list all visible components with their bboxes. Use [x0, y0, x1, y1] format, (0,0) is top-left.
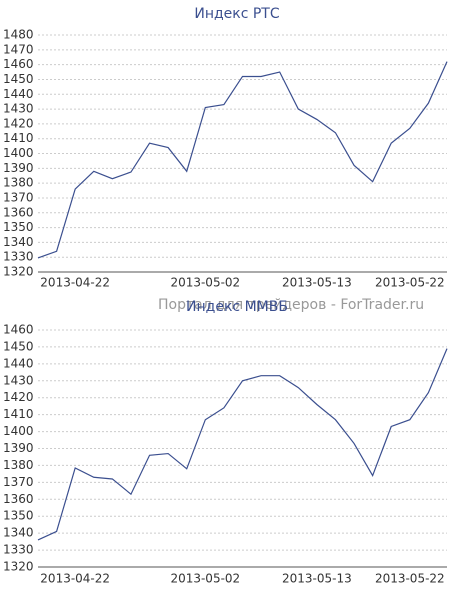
chart-title: Индекс ММВБ	[186, 299, 288, 315]
watermark: Портал для трейдеров - ForTrader.ru	[158, 297, 424, 313]
x-tick-label: 2013-05-13	[282, 572, 352, 586]
x-tick-label: 2013-05-22	[375, 276, 445, 290]
y-tick-label: 1420	[3, 116, 34, 130]
y-tick-label: 1390	[3, 161, 34, 175]
y-tick-label: 1450	[3, 339, 34, 353]
x-tick-label: 2013-05-22	[375, 572, 445, 586]
y-tick-label: 1460	[3, 323, 34, 337]
y-tick-label: 1400	[3, 424, 34, 438]
y-tick-label: 1330	[3, 250, 34, 264]
y-tick-label: 1380	[3, 458, 34, 472]
line	[37, 61, 448, 259]
y-tick-label: 1400	[3, 146, 34, 160]
y-tick-label: 1320	[3, 560, 34, 574]
y-tick-label: 1430	[3, 373, 34, 387]
y-tick-label: 1320	[3, 265, 34, 279]
y-tick-label: 1460	[3, 57, 34, 71]
y-tick-label: 1420	[3, 390, 34, 404]
x-tick-label: 2013-05-02	[170, 276, 240, 290]
x-tick-label: 2013-04-22	[40, 276, 110, 290]
y-tick-label: 1480	[3, 28, 34, 42]
y-tick-label: 1470	[3, 42, 34, 56]
y-tick-label: 1370	[3, 475, 34, 489]
y-tick-label: 1350	[3, 509, 34, 523]
y-tick-label: 1440	[3, 356, 34, 370]
chart-title: Индекс РТС	[194, 6, 280, 22]
y-tick-label: 1450	[3, 72, 34, 86]
y-tick-label: 1380	[3, 176, 34, 190]
y-tick-label: 1350	[3, 220, 34, 234]
y-tick-label: 1370	[3, 190, 34, 204]
line	[37, 348, 448, 541]
y-tick-label: 1410	[3, 407, 34, 421]
y-tick-label: 1410	[3, 131, 34, 145]
y-tick-label: 1390	[3, 441, 34, 455]
y-tick-label: 1430	[3, 102, 34, 116]
y-tick-label: 1360	[3, 492, 34, 506]
y-tick-label: 1440	[3, 87, 34, 101]
x-tick-label: 2013-05-02	[170, 572, 240, 586]
x-tick-label: 2013-05-13	[282, 276, 352, 290]
y-tick-label: 1340	[3, 526, 34, 540]
y-tick-label: 1330	[3, 543, 34, 557]
y-tick-label: 1360	[3, 205, 34, 219]
y-tick-label: 1340	[3, 235, 34, 249]
x-tick-label: 2013-04-22	[40, 572, 110, 586]
